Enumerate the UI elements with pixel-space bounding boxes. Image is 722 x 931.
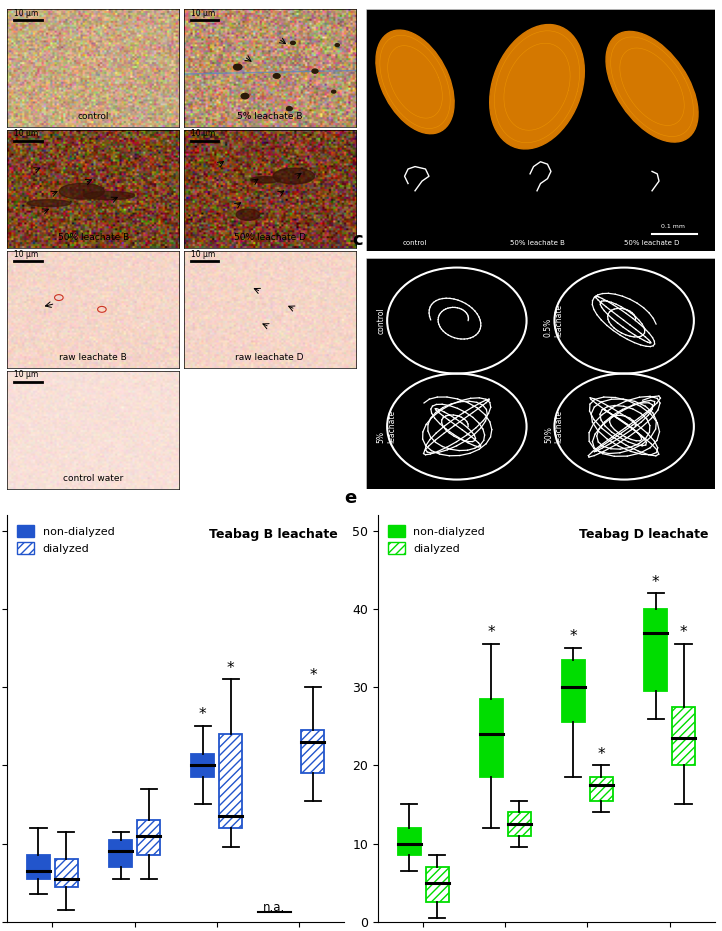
Ellipse shape — [497, 34, 577, 140]
Ellipse shape — [84, 192, 134, 199]
Text: control water: control water — [63, 474, 123, 483]
Bar — [301, 730, 324, 774]
Ellipse shape — [376, 30, 454, 134]
Text: 10 μm: 10 μm — [14, 371, 38, 379]
Text: 10 μm: 10 μm — [191, 8, 214, 18]
Text: c: c — [352, 231, 363, 250]
Text: 50% leachate B: 50% leachate B — [58, 233, 129, 242]
Bar — [219, 735, 243, 828]
Ellipse shape — [556, 374, 692, 479]
Text: 10 μm: 10 μm — [14, 8, 38, 18]
Text: n.a.: n.a. — [264, 901, 285, 914]
Text: 5%
leachate: 5% leachate — [377, 410, 396, 443]
Ellipse shape — [490, 24, 584, 149]
Circle shape — [241, 93, 249, 99]
Circle shape — [335, 44, 339, 47]
Legend: non-dialyzed, dialyzed: non-dialyzed, dialyzed — [383, 521, 490, 559]
Text: 0.5%
leachate: 0.5% leachate — [544, 304, 563, 337]
Text: raw leachate B: raw leachate B — [59, 353, 127, 362]
Ellipse shape — [613, 40, 691, 134]
Text: *: * — [199, 708, 206, 722]
Text: Teabag D leachate: Teabag D leachate — [578, 528, 708, 541]
Bar — [191, 754, 214, 777]
Ellipse shape — [391, 51, 438, 113]
Bar — [425, 867, 448, 902]
Ellipse shape — [251, 177, 280, 183]
Text: 10 μm: 10 μm — [14, 129, 38, 138]
Bar — [55, 859, 78, 886]
Ellipse shape — [556, 269, 692, 372]
Bar — [672, 707, 695, 765]
Text: control: control — [377, 307, 386, 334]
Ellipse shape — [236, 209, 260, 221]
Text: raw leachate D: raw leachate D — [235, 353, 304, 362]
Ellipse shape — [27, 199, 71, 207]
Bar — [644, 609, 667, 691]
Bar — [508, 812, 531, 836]
Text: *: * — [227, 661, 235, 676]
Ellipse shape — [382, 38, 448, 126]
Ellipse shape — [389, 374, 525, 479]
Circle shape — [331, 90, 336, 93]
Ellipse shape — [625, 54, 679, 120]
Text: 5% leachate B: 5% leachate B — [237, 112, 303, 121]
Bar — [109, 840, 132, 867]
Text: 50%
leachate: 50% leachate — [544, 410, 563, 443]
Text: *: * — [679, 626, 687, 641]
Ellipse shape — [389, 269, 525, 372]
Text: 50% leachate B: 50% leachate B — [510, 240, 565, 247]
Text: *: * — [309, 668, 317, 683]
Bar — [398, 828, 421, 856]
Text: Teabag B leachate: Teabag B leachate — [209, 528, 337, 541]
Text: 50% leachate D: 50% leachate D — [234, 233, 305, 242]
Ellipse shape — [273, 169, 315, 184]
Text: 10 μm: 10 μm — [14, 250, 38, 259]
Text: 10 μm: 10 μm — [191, 129, 214, 138]
Ellipse shape — [59, 183, 104, 199]
Bar — [562, 660, 585, 722]
Circle shape — [290, 41, 295, 45]
Circle shape — [312, 69, 318, 74]
Text: control: control — [403, 240, 427, 247]
Ellipse shape — [606, 32, 698, 142]
Bar — [590, 777, 613, 801]
Bar — [479, 699, 503, 777]
Text: 0.1 mm: 0.1 mm — [661, 224, 685, 229]
Text: 50% leachate D: 50% leachate D — [625, 240, 679, 247]
Text: a: a — [0, 0, 6, 2]
Circle shape — [274, 74, 280, 78]
Circle shape — [287, 107, 292, 111]
Text: *: * — [570, 629, 578, 644]
Legend: non-dialyzed, dialyzed: non-dialyzed, dialyzed — [13, 521, 119, 559]
Text: 10 μm: 10 μm — [191, 250, 214, 259]
Ellipse shape — [508, 49, 565, 124]
Text: *: * — [598, 747, 605, 762]
Text: e: e — [344, 489, 357, 507]
Bar — [137, 820, 160, 856]
Text: *: * — [652, 574, 659, 589]
Text: control: control — [77, 112, 109, 121]
Text: *: * — [487, 626, 495, 641]
Bar — [27, 856, 50, 879]
Circle shape — [234, 64, 242, 70]
